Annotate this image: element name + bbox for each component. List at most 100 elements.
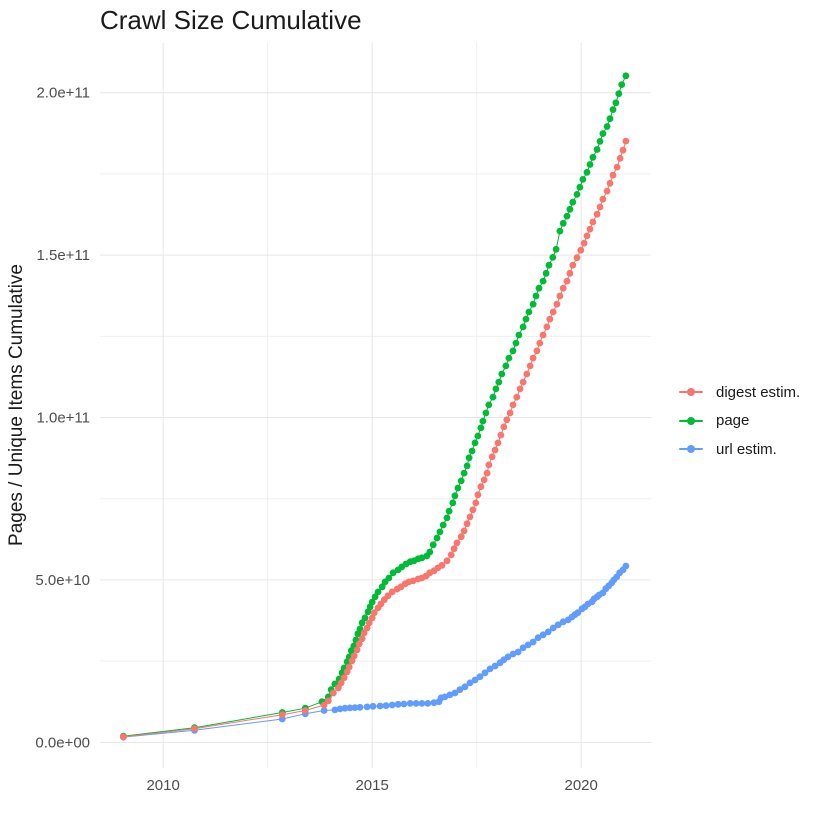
data-point-page bbox=[596, 138, 604, 145]
y-tick-label: 1.5e+11 bbox=[36, 247, 90, 264]
x-tick-label: 2010 bbox=[146, 777, 179, 794]
y-tick-label: 0.0e+00 bbox=[35, 734, 90, 751]
x-tick-label: 2015 bbox=[355, 777, 388, 794]
data-point-digest-estim- bbox=[447, 551, 455, 559]
data-point-page bbox=[545, 261, 553, 269]
data-point-digest-estim- bbox=[358, 635, 366, 643]
series-line-digest-estim- bbox=[123, 140, 627, 738]
data-point-digest-estim- bbox=[472, 499, 480, 507]
data-point-url-estim- bbox=[471, 676, 479, 684]
data-point-url-estim- bbox=[554, 621, 562, 629]
data-point-page bbox=[559, 219, 567, 227]
data-point-url-estim- bbox=[336, 705, 344, 713]
data-point-digest-estim- bbox=[556, 292, 564, 300]
data-point-digest-estim- bbox=[360, 629, 368, 637]
data-point-url-estim- bbox=[363, 703, 371, 711]
data-point-page bbox=[566, 205, 574, 213]
data-point-digest-estim- bbox=[553, 300, 561, 308]
legend-label: url estim. bbox=[716, 440, 777, 458]
data-point-digest-estim- bbox=[438, 561, 446, 569]
data-point-digest-estim- bbox=[457, 533, 465, 541]
data-point-page bbox=[609, 106, 617, 113]
data-point-url-estim- bbox=[529, 638, 537, 646]
data-point-digest-estim- bbox=[388, 588, 396, 596]
y-axis-title: Pages / Unique Items Cumulative bbox=[6, 264, 27, 546]
data-point-page bbox=[439, 521, 447, 529]
data-point-page bbox=[457, 477, 465, 485]
data-point-page bbox=[389, 569, 397, 577]
data-point-page bbox=[378, 583, 386, 591]
data-point-digest-estim- bbox=[120, 733, 127, 741]
data-point-digest-estim- bbox=[519, 378, 527, 386]
data-point-page bbox=[477, 424, 485, 432]
data-point-url-estim- bbox=[356, 703, 364, 711]
data-point-page bbox=[436, 528, 444, 536]
data-point-page bbox=[539, 277, 547, 285]
legend-key-icon bbox=[676, 416, 706, 426]
data-point-page bbox=[502, 362, 510, 370]
data-point-digest-estim- bbox=[278, 711, 286, 719]
data-point-digest-estim- bbox=[529, 354, 537, 362]
data-point-url-estim- bbox=[424, 700, 432, 707]
data-point-digest-estim- bbox=[563, 277, 571, 285]
data-point-digest-estim- bbox=[320, 701, 328, 709]
data-point-page bbox=[579, 176, 587, 183]
data-point-url-estim- bbox=[491, 662, 499, 670]
data-point-digest-estim- bbox=[191, 725, 198, 733]
data-point-url-estim- bbox=[369, 702, 377, 710]
data-point-page bbox=[454, 484, 462, 492]
data-point-digest-estim- bbox=[506, 409, 514, 417]
data-point-url-estim- bbox=[341, 704, 349, 712]
data-point-page bbox=[535, 284, 543, 292]
legend: digest estim. page url estim. bbox=[676, 378, 800, 464]
data-point-digest-estim- bbox=[329, 689, 337, 697]
y-tick-label: 5.0e+10 bbox=[35, 572, 90, 589]
data-point-digest-estim- bbox=[463, 520, 471, 528]
data-point-url-estim- bbox=[394, 700, 402, 708]
data-point-page bbox=[361, 614, 369, 622]
data-point-digest-estim- bbox=[586, 225, 594, 233]
y-tick-label: 1.0e+11 bbox=[36, 410, 90, 427]
x-tick-label: 2020 bbox=[564, 777, 597, 794]
data-point-digest-estim- bbox=[580, 239, 588, 247]
data-point-digest-estim- bbox=[569, 261, 577, 269]
data-point-page bbox=[465, 454, 473, 462]
data-point-page bbox=[519, 323, 527, 331]
legend-item-url-estim: url estim. bbox=[676, 435, 800, 464]
data-point-url-estim- bbox=[544, 628, 552, 636]
data-point-url-estim- bbox=[331, 706, 339, 714]
data-point-digest-estim- bbox=[355, 640, 363, 648]
data-point-digest-estim- bbox=[480, 476, 488, 484]
data-point-digest-estim- bbox=[466, 513, 474, 521]
data-point-url-estim- bbox=[509, 650, 517, 658]
data-point-digest-estim- bbox=[566, 269, 574, 277]
data-point-digest-estim- bbox=[622, 137, 630, 145]
data-point-digest-estim- bbox=[516, 385, 524, 393]
data-point-url-estim- bbox=[406, 700, 414, 707]
data-point-digest-estim- bbox=[596, 203, 604, 211]
data-point-page bbox=[358, 619, 366, 627]
data-point-url-estim- bbox=[456, 686, 464, 694]
data-point-digest-estim- bbox=[523, 370, 531, 378]
data-point-url-estim- bbox=[481, 669, 489, 677]
data-point-digest-estim- bbox=[577, 246, 585, 254]
legend-label: page bbox=[716, 412, 750, 430]
data-point-url-estim- bbox=[486, 665, 494, 673]
data-point-digest-estim- bbox=[460, 527, 468, 535]
data-point-url-estim- bbox=[400, 700, 408, 708]
data-point-page bbox=[512, 339, 520, 347]
data-point-url-estim- bbox=[504, 653, 512, 661]
data-point-page bbox=[542, 269, 550, 277]
data-point-page bbox=[556, 227, 564, 235]
data-point-page bbox=[563, 212, 571, 220]
data-point-page bbox=[492, 385, 500, 393]
data-point-page bbox=[474, 432, 482, 440]
data-point-page bbox=[522, 315, 530, 323]
legend-key-icon bbox=[676, 444, 706, 454]
legend-item-digest-estim: digest estim. bbox=[676, 378, 800, 407]
y-tick-label: 2.0e+11 bbox=[36, 85, 90, 102]
data-point-page bbox=[482, 409, 490, 417]
data-point-digest-estim- bbox=[593, 210, 601, 218]
data-point-page bbox=[573, 191, 581, 198]
data-point-digest-estim- bbox=[485, 461, 493, 469]
